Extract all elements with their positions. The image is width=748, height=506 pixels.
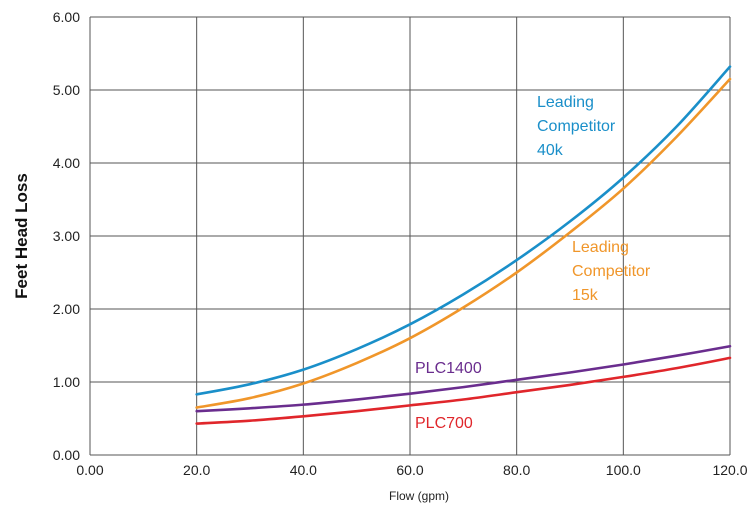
- x-tick-label: 120.0: [712, 462, 747, 478]
- y-axis-label: Feet Head Loss: [12, 173, 31, 299]
- y-tick-label: 4.00: [53, 155, 80, 171]
- series-label-plc1400: PLC1400: [415, 360, 482, 377]
- series-label-line: 15k: [572, 287, 599, 304]
- series-line-plc1400: [195, 344, 732, 413]
- series-label-line: Competitor: [537, 118, 616, 135]
- y-tick-label: 2.00: [53, 301, 80, 317]
- series-line-competitor-40k: [195, 65, 732, 396]
- y-tick-labels: 0.00 1.00 2.00 3.00 4.00 5.00 6.00: [53, 9, 80, 463]
- series-line-competitor-15k: [195, 77, 732, 409]
- x-tick-label: 0.00: [76, 462, 103, 478]
- series-line-plc700: [195, 356, 732, 425]
- y-tick-label: 1.00: [53, 374, 80, 390]
- series-label-line: 40k: [537, 142, 564, 159]
- y-tick-label: 6.00: [53, 9, 80, 25]
- series-label-competitor-15k: Leading Competitor 15k: [572, 239, 651, 304]
- series-labels: Leading Competitor 40k Leading Competitor 15k…: [415, 94, 651, 432]
- series-label-line: Leading: [572, 239, 629, 256]
- series-label-competitor-40k: Leading Competitor 40k: [537, 94, 616, 159]
- series-label-line: Competitor: [572, 263, 651, 280]
- x-tick-labels: 0.00 20.0 40.0 60.0 80.0 100.0 120.0: [76, 462, 747, 478]
- x-tick-label: 40.0: [290, 462, 317, 478]
- series-label-plc700: PLC700: [415, 415, 473, 432]
- y-tick-label: 0.00: [53, 447, 80, 463]
- x-tick-label: 100.0: [606, 462, 641, 478]
- y-tick-label: 5.00: [53, 82, 80, 98]
- x-tick-label: 60.0: [396, 462, 423, 478]
- series-label-line: PLC1400: [415, 360, 482, 377]
- series-label-line: Leading: [537, 94, 594, 111]
- x-tick-label: 80.0: [503, 462, 530, 478]
- x-axis-label: Flow (gpm): [389, 489, 449, 503]
- series-lines: [195, 65, 732, 425]
- y-tick-label: 3.00: [53, 228, 80, 244]
- x-tick-label: 20.0: [183, 462, 210, 478]
- series-label-line: PLC700: [415, 415, 473, 432]
- grid: [89, 16, 731, 456]
